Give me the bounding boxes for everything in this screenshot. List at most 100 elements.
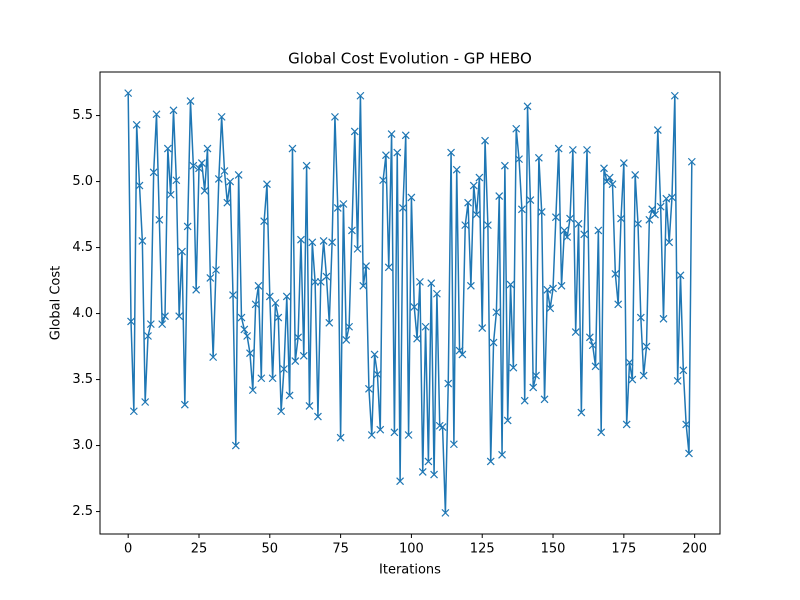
marker: [500, 161, 509, 170]
y-tick-label: 3.0: [72, 438, 93, 453]
marker: [506, 280, 515, 289]
marker: [526, 196, 535, 204]
marker: [631, 171, 640, 179]
marker: [263, 180, 271, 189]
marker: [588, 341, 597, 350]
line: [127, 93, 693, 513]
marker: [670, 91, 679, 100]
marker: [302, 161, 311, 170]
marker: [401, 131, 410, 140]
marker: [132, 120, 141, 129]
marker: [291, 357, 300, 366]
marker: [602, 177, 611, 186]
marker: [483, 221, 492, 230]
marker: [466, 281, 475, 290]
marker: [464, 198, 472, 207]
marker: [551, 213, 560, 222]
marker: [594, 226, 603, 235]
marker: [178, 247, 186, 256]
marker: [676, 271, 685, 280]
marker: [648, 205, 657, 214]
marker: [642, 342, 651, 351]
marker: [679, 366, 688, 375]
marker: [574, 219, 583, 228]
marker: [404, 431, 413, 439]
x-tick-label: 25: [191, 542, 208, 557]
y-tick-label: 2.5: [72, 504, 93, 519]
marker: [311, 277, 320, 286]
marker: [568, 145, 577, 154]
x-tick-label: 50: [262, 542, 279, 557]
marker: [325, 318, 334, 327]
marker: [509, 363, 518, 372]
marker: [163, 144, 172, 153]
marker: [282, 292, 291, 301]
marker: [458, 350, 467, 359]
marker: [274, 313, 283, 322]
marker: [430, 470, 438, 479]
marker: [336, 433, 345, 442]
marker: [537, 207, 546, 216]
marker: [407, 193, 416, 202]
plot-frame: [99, 71, 721, 535]
marker: [217, 112, 226, 121]
marker: [376, 425, 385, 434]
y-tick-label: 4.0: [72, 306, 93, 321]
marker: [659, 314, 668, 323]
marker: [557, 281, 566, 290]
marker: [379, 176, 388, 185]
marker: [299, 351, 308, 360]
marker: [410, 303, 419, 311]
marker: [234, 171, 243, 179]
x-tick-label: 175: [611, 542, 636, 557]
marker: [546, 304, 555, 313]
marker: [138, 237, 147, 245]
marker: [390, 428, 399, 437]
y-tick-label: 5.0: [72, 174, 93, 189]
marker: [449, 440, 458, 449]
marker: [481, 136, 489, 145]
marker: [362, 262, 371, 270]
marker: [319, 237, 328, 245]
marker: [461, 221, 470, 230]
marker: [328, 238, 337, 247]
marker: [628, 375, 637, 384]
marker: [597, 428, 606, 437]
marker: [517, 205, 526, 214]
marker: [180, 400, 189, 409]
y-tick-label: 5.5: [72, 108, 93, 123]
marker: [294, 333, 303, 342]
marker: [135, 181, 144, 190]
marker: [617, 214, 625, 223]
marker: [495, 192, 504, 201]
x-tick-label: 150: [541, 542, 566, 557]
marker: [475, 173, 484, 182]
marker: [248, 386, 257, 395]
marker: [226, 177, 235, 186]
marker: [229, 291, 237, 300]
marker: [503, 416, 512, 425]
marker: [619, 159, 628, 168]
marker: [333, 204, 342, 212]
marker: [534, 153, 543, 162]
marker: [611, 270, 620, 278]
marker: [172, 176, 181, 185]
marker: [158, 320, 167, 329]
x-tick-label: 75: [332, 542, 349, 557]
marker: [444, 379, 453, 388]
marker: [342, 336, 351, 344]
marker: [257, 374, 266, 383]
marker: [396, 477, 405, 486]
marker: [653, 126, 662, 135]
marker: [186, 97, 195, 105]
marker: [523, 102, 532, 111]
marker: [583, 145, 591, 154]
marker: [161, 312, 169, 321]
marker: [212, 266, 220, 274]
marker: [367, 431, 376, 439]
marker: [673, 376, 682, 385]
marker: [421, 322, 430, 331]
marker: [268, 374, 277, 383]
marker: [373, 370, 382, 379]
